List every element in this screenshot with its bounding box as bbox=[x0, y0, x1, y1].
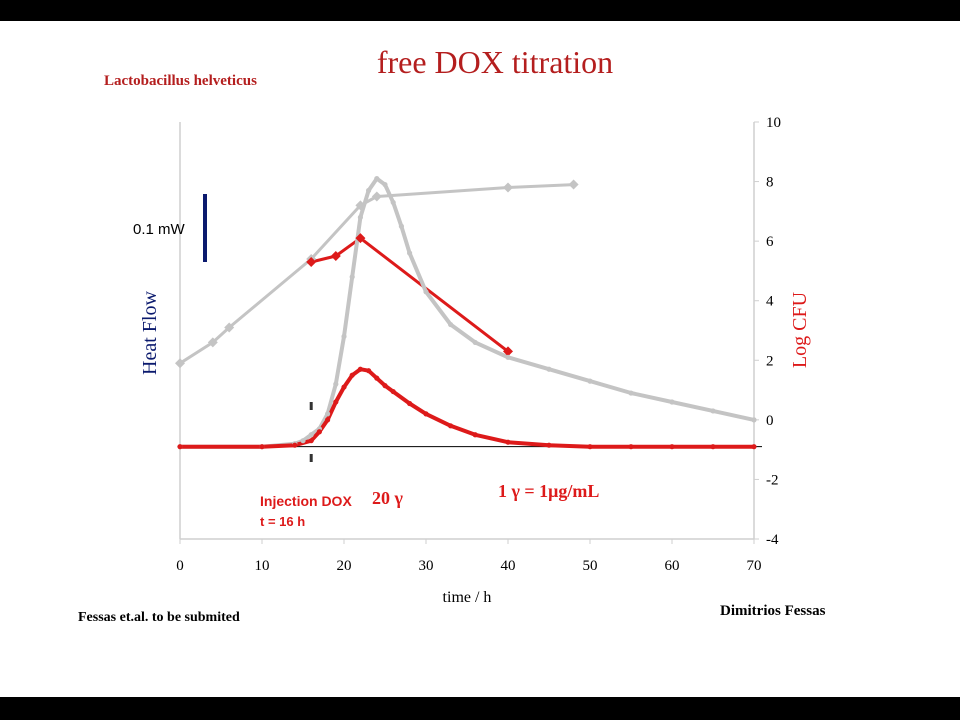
x-tick-label: 70 bbox=[747, 558, 762, 574]
data-point bbox=[306, 256, 317, 267]
data-point bbox=[587, 378, 593, 384]
y-right-tick-label: 2 bbox=[766, 353, 774, 369]
scale-bar-label: 0.1 mW bbox=[133, 221, 186, 238]
series-line-2 bbox=[180, 176, 755, 449]
unit-label: 1 γ = 1μg/mL bbox=[498, 481, 599, 501]
data-point bbox=[349, 274, 355, 280]
data-point bbox=[423, 289, 429, 295]
y-axis-right-title: Log CFU bbox=[789, 291, 811, 368]
data-point bbox=[472, 432, 478, 438]
data-point bbox=[503, 182, 513, 193]
data-point bbox=[325, 417, 331, 423]
y-right-tick-label: 8 bbox=[766, 175, 774, 191]
data-point bbox=[316, 429, 322, 435]
data-point bbox=[355, 200, 366, 211]
data-point bbox=[382, 181, 388, 188]
data-point bbox=[398, 223, 404, 229]
data-point bbox=[505, 439, 511, 445]
data-point bbox=[357, 214, 363, 220]
data-point bbox=[224, 322, 235, 333]
data-point bbox=[546, 366, 552, 372]
data-point bbox=[390, 199, 396, 206]
data-point bbox=[628, 444, 634, 450]
x-tick-label: 10 bbox=[255, 558, 270, 574]
organism-label: Lactobacillus helveticus bbox=[104, 73, 257, 89]
data-point bbox=[448, 321, 454, 328]
data-point bbox=[349, 372, 355, 378]
x-tick-label: 0 bbox=[176, 558, 184, 574]
data-point bbox=[333, 381, 339, 387]
injection-time-label: t = 16 h bbox=[260, 514, 305, 529]
slide-title: free DOX titration bbox=[376, 44, 614, 80]
data-point bbox=[355, 233, 366, 244]
y-right-tick-label: -4 bbox=[766, 532, 779, 548]
data-point bbox=[710, 408, 716, 414]
data-point bbox=[546, 442, 552, 448]
data-point bbox=[259, 444, 265, 450]
data-point bbox=[423, 411, 429, 417]
y-right-tick-label: 4 bbox=[766, 294, 774, 310]
data-point bbox=[366, 187, 372, 194]
data-point bbox=[292, 442, 298, 448]
dose-label: 20 γ bbox=[372, 488, 404, 508]
x-tick-label: 30 bbox=[419, 558, 434, 574]
data-point bbox=[628, 390, 634, 396]
data-point bbox=[472, 339, 478, 346]
data-point bbox=[325, 411, 331, 417]
y-right-tick-label: 0 bbox=[766, 413, 774, 429]
x-tick-label: 20 bbox=[337, 558, 352, 574]
data-point bbox=[308, 438, 314, 444]
injection-label: Injection DOX bbox=[260, 493, 352, 509]
y-axis-left-title: Heat Flow bbox=[139, 291, 161, 375]
data-point bbox=[357, 366, 363, 372]
data-point bbox=[175, 358, 185, 369]
data-point bbox=[177, 444, 183, 450]
data-point bbox=[669, 399, 675, 405]
data-point bbox=[505, 354, 511, 360]
data-point bbox=[587, 444, 593, 450]
data-point bbox=[341, 384, 347, 390]
data-point bbox=[330, 251, 341, 262]
data-point bbox=[341, 333, 347, 340]
data-point bbox=[407, 400, 413, 407]
slide bbox=[0, 21, 960, 697]
data-point bbox=[366, 368, 372, 374]
data-point bbox=[568, 179, 579, 190]
y-right-tick-label: 6 bbox=[766, 234, 774, 250]
data-point bbox=[382, 383, 388, 389]
data-point bbox=[374, 375, 380, 381]
series-line-0 bbox=[179, 183, 574, 365]
data-point bbox=[390, 388, 396, 395]
data-point bbox=[710, 444, 716, 450]
data-point bbox=[371, 191, 382, 202]
series-line-3 bbox=[180, 367, 754, 449]
data-point bbox=[407, 250, 413, 256]
x-axis-title: time / h bbox=[443, 589, 492, 606]
data-point bbox=[374, 175, 380, 182]
x-tick-label: 50 bbox=[583, 558, 598, 574]
y-right-tick-label: -2 bbox=[766, 472, 779, 488]
data-point bbox=[207, 337, 218, 348]
footer-author: Dimitrios Fessas bbox=[720, 603, 826, 619]
data-point bbox=[300, 438, 306, 444]
x-tick-label: 60 bbox=[665, 558, 680, 574]
y-right-tick-label: 10 bbox=[766, 115, 781, 131]
data-point bbox=[669, 444, 675, 450]
data-point bbox=[308, 432, 314, 438]
data-point bbox=[751, 417, 757, 423]
data-point bbox=[333, 399, 339, 405]
data-point bbox=[503, 346, 513, 357]
data-point bbox=[448, 423, 454, 429]
x-tick-label: 40 bbox=[501, 558, 516, 574]
data-point bbox=[751, 444, 757, 450]
footer-citation: Fessas et.al. to be submited bbox=[78, 610, 240, 625]
series-line-1 bbox=[310, 236, 509, 353]
